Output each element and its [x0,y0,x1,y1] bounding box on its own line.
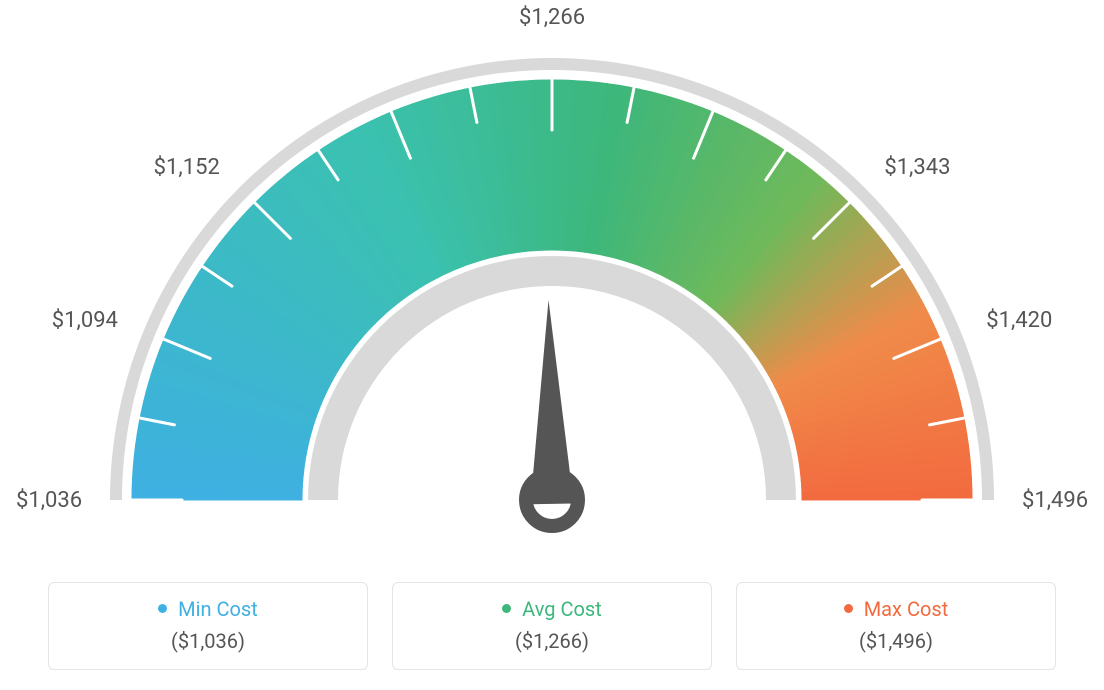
legend-title-min: Min Cost [67,597,349,621]
legend-value-max: ($1,496) [755,629,1037,653]
legend-label-min: Min Cost [178,597,258,621]
legend-title-max: Max Cost [755,597,1037,621]
gauge-chart-container: $1,036 $1,094 $1,152 $1,266 $1,343 $1,420 $1,4… [0,0,1104,690]
dot-icon [158,604,167,613]
gauge-svg [0,0,1104,560]
scale-label: $1,266 [519,5,585,30]
legend-card-min: Min Cost ($1,036) [48,582,368,670]
legend-value-avg: ($1,266) [411,629,693,653]
legend-row: Min Cost ($1,036) Avg Cost ($1,266) Max … [0,582,1104,670]
scale-label: $1,420 [986,308,1052,333]
scale-label: $1,343 [884,155,950,180]
scale-label: $1,152 [154,155,220,180]
scale-label: $1,496 [1022,488,1088,513]
gauge-area: $1,036 $1,094 $1,152 $1,266 $1,343 $1,420 $1,4… [0,0,1104,560]
dot-icon [502,604,511,613]
legend-card-avg: Avg Cost ($1,266) [392,582,712,670]
legend-title-avg: Avg Cost [411,597,693,621]
legend-label-max: Max Cost [864,597,949,621]
legend-label-avg: Avg Cost [522,597,602,621]
legend-value-min: ($1,036) [67,629,349,653]
scale-label: $1,036 [16,488,82,513]
dot-icon [844,604,853,613]
scale-label: $1,094 [52,308,118,333]
legend-card-max: Max Cost ($1,496) [736,582,1056,670]
